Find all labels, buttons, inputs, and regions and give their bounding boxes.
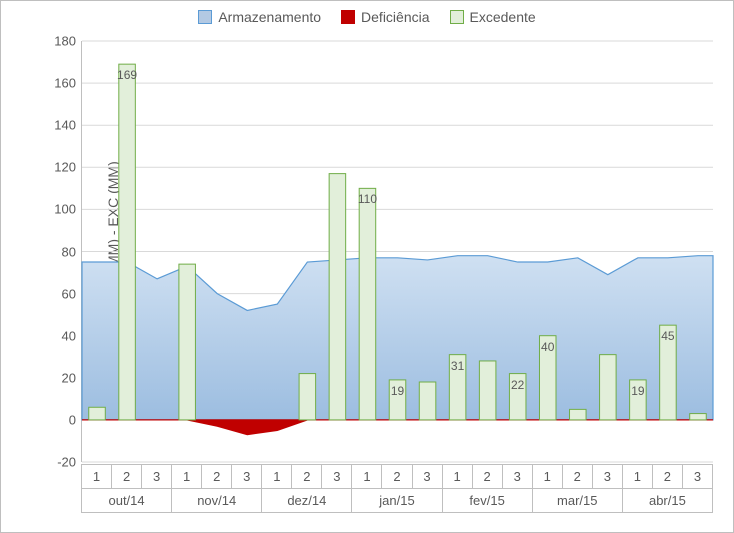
y-tick-label: 120 [46, 160, 76, 175]
x-sub-label: 1 [351, 464, 381, 488]
x-sub-label: 1 [261, 464, 291, 488]
y-tick-label: -20 [46, 455, 76, 470]
chart-container: Armazenamento Deficiência Excedente ARM … [0, 0, 734, 533]
x-sub-label: 3 [412, 464, 442, 488]
x-group-label: mar/15 [532, 489, 622, 513]
legend-swatch-deficiencia [341, 10, 355, 24]
legend-swatch-excedente [450, 10, 464, 24]
y-tick-label: 40 [46, 328, 76, 343]
x-sub-label: 3 [141, 464, 171, 488]
y-tick-label: 80 [46, 244, 76, 259]
x-sub-labels: 123123123123123123123 [81, 464, 713, 489]
x-sub-label: 2 [201, 464, 231, 488]
x-sub-label: 2 [472, 464, 502, 488]
legend-label: Armazenamento [218, 9, 321, 25]
legend-item-armazenamento: Armazenamento [198, 9, 321, 25]
x-axis: 123123123123123123123 out/14nov/14dez/14… [81, 464, 713, 522]
legend-label: Excedente [470, 9, 536, 25]
x-sub-label: 1 [532, 464, 562, 488]
legend-swatch-armazenamento [198, 10, 212, 24]
legend-item-excedente: Excedente [450, 9, 536, 25]
x-sub-label: 3 [502, 464, 532, 488]
x-sub-label: 3 [592, 464, 622, 488]
x-group-label: fev/15 [442, 489, 532, 513]
x-sub-label: 3 [682, 464, 713, 488]
y-tick-label: 100 [46, 202, 76, 217]
x-sub-label: 1 [171, 464, 201, 488]
x-sub-label: 1 [622, 464, 652, 488]
legend-label: Deficiência [361, 9, 429, 25]
legend: Armazenamento Deficiência Excedente [1, 1, 733, 29]
x-sub-label: 3 [231, 464, 261, 488]
y-tick-label: 180 [46, 34, 76, 49]
x-group-labels: out/14nov/14dez/14jan/15fev/15mar/15abr/… [81, 489, 713, 513]
x-sub-label: 2 [111, 464, 141, 488]
y-tick-label: 160 [46, 76, 76, 91]
y-tick-label: 0 [46, 412, 76, 427]
y-tick-label: 60 [46, 286, 76, 301]
plot-area: 169110193122401945 [81, 41, 713, 462]
y-tick-label: 20 [46, 370, 76, 385]
x-group-label: nov/14 [171, 489, 261, 513]
x-sub-label: 2 [381, 464, 411, 488]
x-group-label: out/14 [81, 489, 171, 513]
x-group-label: abr/15 [622, 489, 713, 513]
x-sub-label: 1 [442, 464, 472, 488]
x-sub-label: 2 [562, 464, 592, 488]
x-group-label: jan/15 [351, 489, 441, 513]
x-sub-label: 2 [652, 464, 682, 488]
x-sub-label: 2 [291, 464, 321, 488]
x-sub-label: 1 [81, 464, 111, 488]
x-group-label: dez/14 [261, 489, 351, 513]
y-tick-label: 140 [46, 118, 76, 133]
plot-svg [82, 41, 713, 462]
y-tick-labels: -20020406080100120140160180 [46, 41, 76, 462]
legend-item-deficiencia: Deficiência [341, 9, 429, 25]
x-sub-label: 3 [321, 464, 351, 488]
